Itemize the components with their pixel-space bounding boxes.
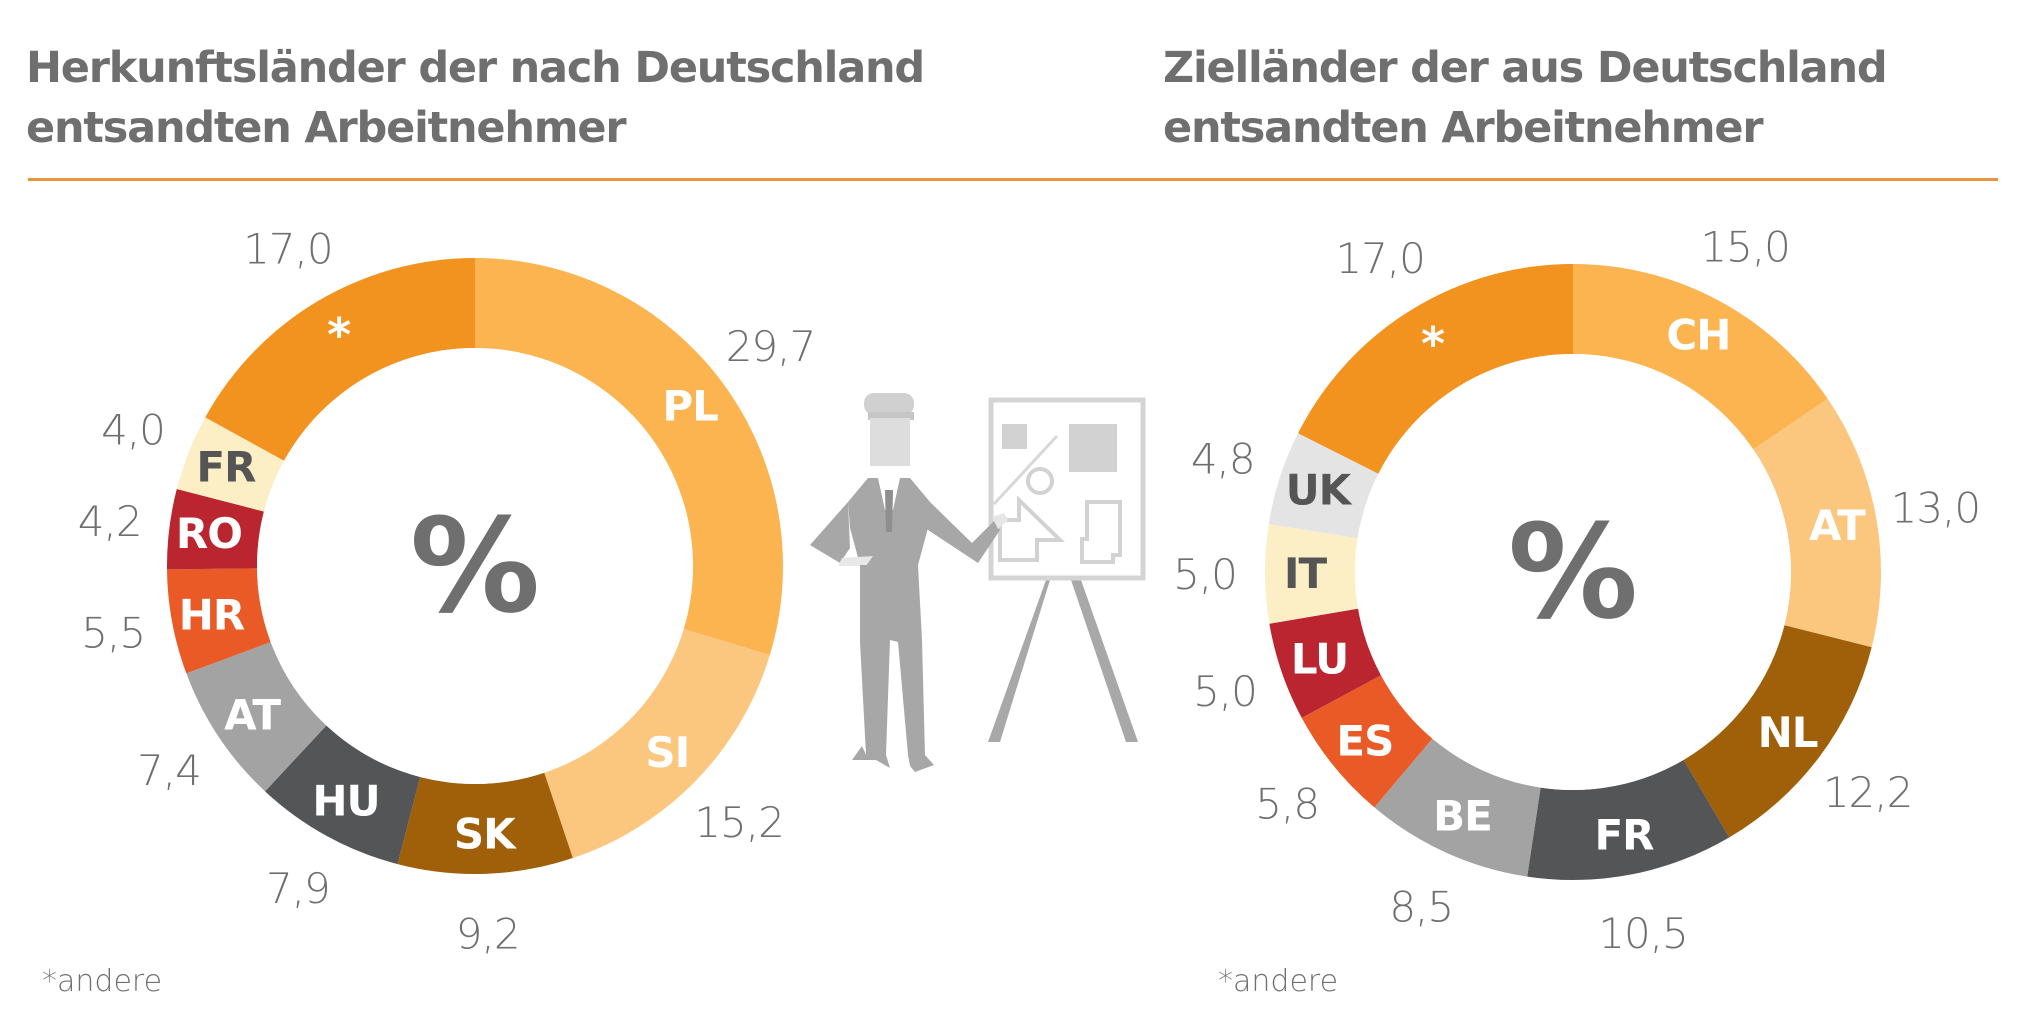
value-label-es: 5,8	[1255, 779, 1319, 828]
slice-label-hu: HU	[312, 776, 379, 825]
slice-label-sk: SK	[454, 809, 517, 858]
value-label-be: 8,5	[1389, 883, 1453, 932]
slice-label-ch: CH	[1666, 311, 1730, 360]
slice-label-ro: RO	[176, 509, 242, 558]
chart-title-right-line-2: entsandten Arbeitnehmer	[1163, 103, 1764, 153]
slice-label-at: AT	[224, 690, 281, 739]
slice-label-es: ES	[1336, 716, 1393, 765]
slice-label-it: IT	[1284, 549, 1328, 598]
center-percent-label: %	[410, 490, 540, 642]
slice-label-si: SI	[645, 728, 689, 777]
value-label-other: 17,0	[1335, 234, 1425, 283]
footnote-right: *andere	[1218, 964, 1339, 999]
value-label-at: 7,4	[137, 746, 201, 795]
donut-hole	[257, 348, 693, 784]
chart-title-left-line-2: entsandten Arbeitnehmer	[26, 103, 627, 153]
value-label-fr: 4,0	[101, 406, 165, 455]
value-label-sk: 9,2	[456, 909, 520, 958]
slice-label-be: BE	[1433, 792, 1492, 841]
value-label-hr: 5,5	[81, 609, 145, 658]
easel-icon	[988, 397, 1146, 742]
slice-label-uk: UK	[1286, 465, 1353, 514]
chart-title-right: Zielländer der aus Deutschland entsandte…	[1163, 38, 1888, 158]
value-label-pl: 29,7	[726, 322, 816, 371]
slice-label-other: *	[327, 308, 351, 362]
value-label-fr: 10,5	[1598, 909, 1688, 958]
value-label-uk: 4,8	[1191, 435, 1255, 484]
slice-label-other: *	[1421, 317, 1445, 371]
value-label-lu: 5,0	[1193, 667, 1257, 716]
value-label-hu: 7,9	[266, 864, 330, 913]
slice-label-at: AT	[1809, 501, 1866, 550]
chart-title-left: Herkunftsländer der nach Deutschland ent…	[26, 38, 925, 158]
chart-title-right-line-1: Zielländer der aus Deutschland	[1163, 43, 1888, 93]
value-label-nl: 12,2	[1823, 768, 1913, 817]
value-label-it: 5,0	[1173, 550, 1237, 599]
slice-label-hr: HR	[179, 590, 245, 639]
engineer-presenting-plan-icon	[810, 393, 1146, 772]
slice-label-pl: PL	[662, 382, 718, 431]
slice-label-nl: NL	[1758, 708, 1818, 757]
value-label-other: 17,0	[243, 225, 333, 274]
value-label-at: 13,0	[1891, 483, 1981, 532]
value-label-ro: 4,2	[78, 497, 142, 546]
donut-hole	[1355, 354, 1791, 790]
slice-label-fr: FR	[196, 443, 256, 492]
slice-label-lu: LU	[1291, 635, 1348, 684]
center-percent-label: %	[1508, 496, 1638, 648]
chart-title-left-line-1: Herkunftsländer der nach Deutschland	[26, 43, 925, 93]
value-label-si: 15,2	[694, 798, 784, 847]
value-label-ch: 15,0	[1700, 222, 1790, 271]
footnote-left: *andere	[42, 964, 163, 999]
title-divider	[28, 178, 1998, 181]
slice-label-fr: FR	[1594, 811, 1654, 860]
engineer-figure-icon	[810, 393, 1059, 772]
